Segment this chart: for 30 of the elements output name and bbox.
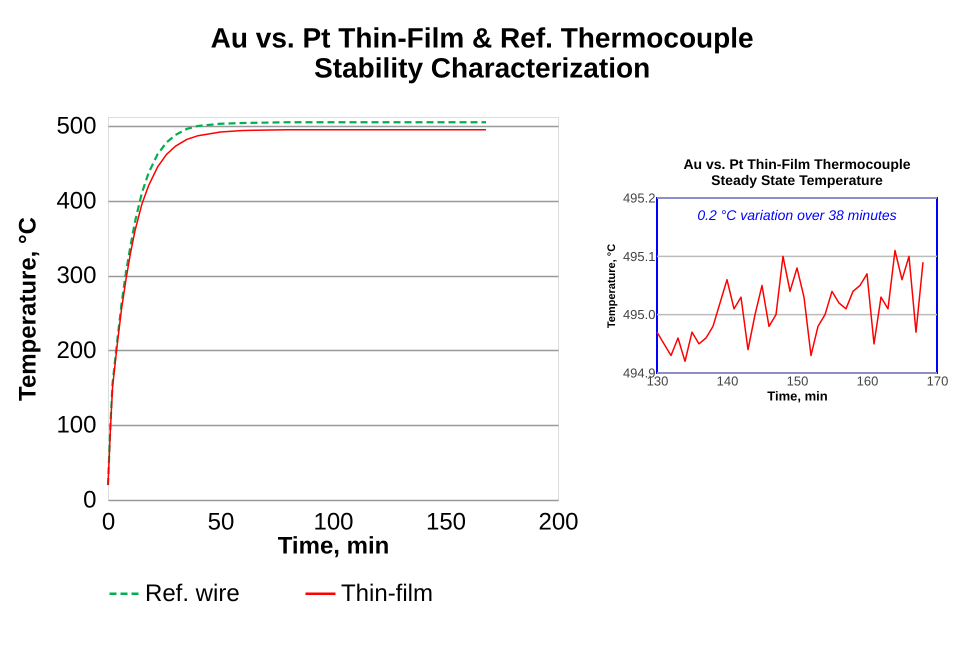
y-tick-label: 500 [56,112,96,140]
x-tick-label: 50 [208,508,234,536]
y-tick-label: 495.0 [622,307,656,322]
x-tick-label: 150 [426,508,466,536]
x-tick-label: 0 [102,508,116,536]
y-axis-title: Temperature, °C [14,217,42,401]
x-tick-label: 170 [926,374,948,388]
y-tick-label: 495.2 [622,190,656,206]
y-tick-label: 495.1 [622,248,656,264]
x-tick-label: 160 [856,374,878,388]
x-tick-label: 140 [716,374,738,388]
y-tick-label: 100 [56,412,96,439]
line-series [656,250,924,362]
y-tick-label: 200 [56,336,96,364]
x-tick-label: 200 [538,508,579,536]
y-tick-label: 0 [83,486,96,514]
x-tick-label: 150 [786,374,808,388]
annotation: 0.2 °C variation over 38 minutes [697,207,897,223]
text: Au vs. Pt Thin-Film & Ref. Thermocouple [210,22,754,54]
x-axis-title: Time, min [767,388,828,404]
y-tick-label: 300 [56,262,96,290]
text: Stability Characterization [314,52,650,84]
legend-label: Ref. wire [145,580,240,607]
y-axis-title: Temperature, °C [606,244,618,328]
text: Steady State Temperature [711,172,883,188]
text: Au vs. Pt Thin-Film Thermocouple [683,156,911,172]
legend-label: Thin-film [341,580,434,607]
x-tick-label: 100 [313,508,354,536]
x-axis-title: Time, min [278,532,390,560]
y-tick-label: 400 [56,187,96,214]
